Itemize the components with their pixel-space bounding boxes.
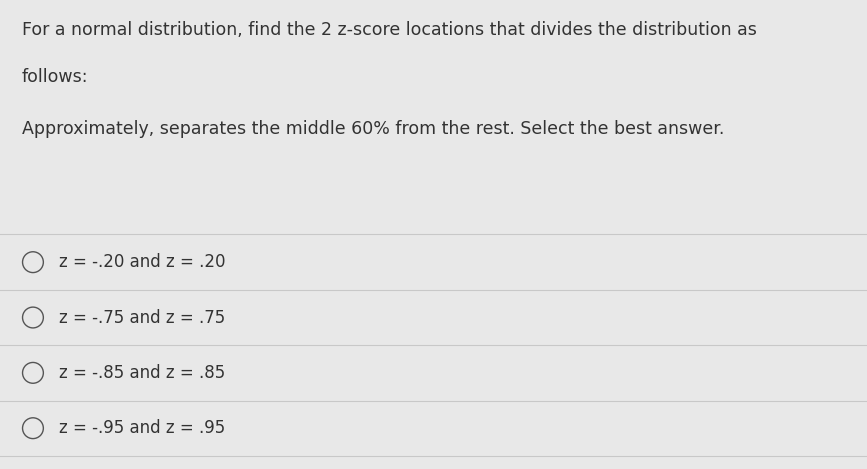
Text: For a normal distribution, find the 2 z-score locations that divides the distrib: For a normal distribution, find the 2 z-…: [22, 21, 757, 39]
Text: Approximately, separates the middle 60% from the rest. Select the best answer.: Approximately, separates the middle 60% …: [22, 120, 724, 137]
Text: z = -.20 and z = .20: z = -.20 and z = .20: [59, 253, 225, 271]
Text: follows:: follows:: [22, 68, 88, 86]
Text: z = -.75 and z = .75: z = -.75 and z = .75: [59, 309, 225, 326]
Text: z = -.85 and z = .85: z = -.85 and z = .85: [59, 364, 225, 382]
Text: z = -.95 and z = .95: z = -.95 and z = .95: [59, 419, 225, 437]
